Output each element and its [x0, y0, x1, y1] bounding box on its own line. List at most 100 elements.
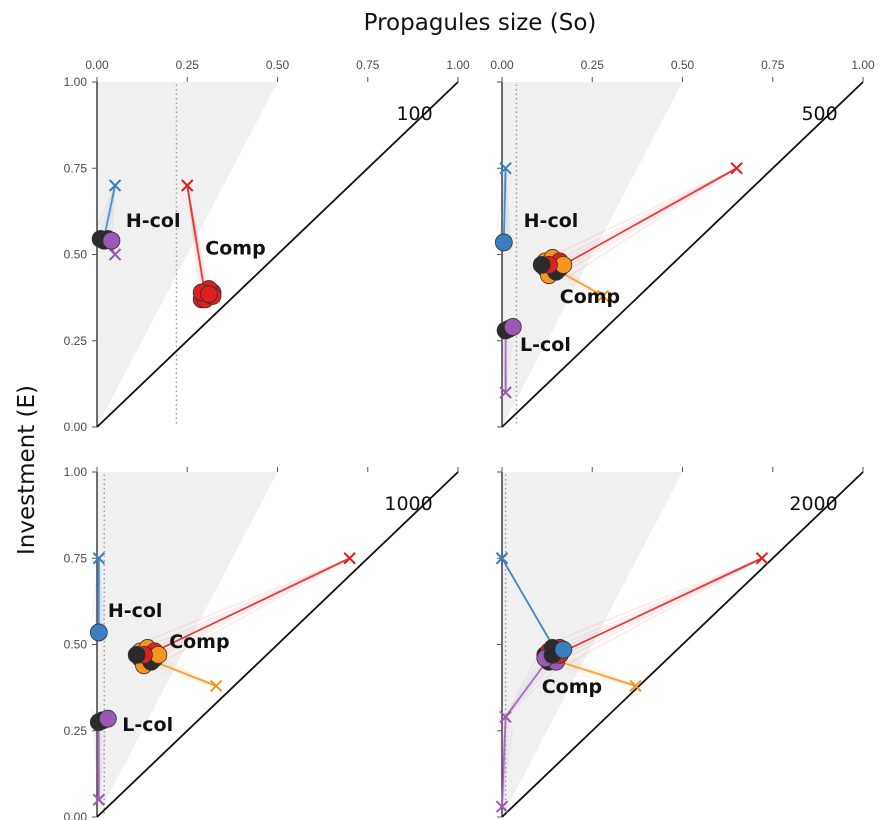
diagonal-boundary-line	[96, 471, 459, 818]
x-tick-label: 0.75	[356, 58, 380, 72]
trajectory-fan-line	[566, 281, 604, 297]
y-axis-title: Investment (E)	[14, 385, 40, 555]
trajectory-fan-line	[569, 167, 738, 277]
start-marker-x	[108, 248, 122, 261]
y-tick-label: 1.00	[64, 75, 88, 89]
trajectory-fan-line	[505, 663, 554, 718]
group-label-h-col: H-col	[108, 600, 163, 622]
group-label-comp: Comp	[205, 238, 265, 260]
y-tick-label: 0.75	[64, 161, 88, 175]
y-tick-label: 0.00	[64, 810, 88, 820]
y-tick-label: 0.25	[64, 724, 88, 738]
start-marker-x	[596, 289, 610, 303]
trajectory-line	[186, 185, 207, 297]
trajectory-fan-line	[569, 557, 763, 664]
trajectory-fan-line	[98, 731, 107, 800]
trajectory-fan-line	[505, 668, 557, 718]
trajectory-fan-line	[501, 727, 514, 807]
start-marker-x	[181, 179, 194, 192]
panel-2000: 2000 Comp	[495, 467, 864, 818]
start-marker-x	[92, 793, 106, 806]
x-tick-label: 1.00	[851, 58, 875, 72]
trajectory-fan-line	[566, 671, 636, 687]
endpoint-dot	[554, 640, 573, 659]
trajectory-line	[502, 168, 507, 241]
x-tick-label: 0.50	[266, 58, 290, 72]
start-marker-x	[629, 679, 642, 693]
endpoint-dot	[102, 231, 121, 250]
trajectory-line	[154, 660, 217, 687]
trajectory-fan-line	[157, 557, 351, 659]
x-tick-label: 0.25	[176, 58, 200, 72]
feasible-region-shade	[502, 82, 683, 427]
trajectory-line	[562, 167, 738, 266]
group-label-l-col: L-col	[520, 334, 571, 356]
group-label-l-col: L-col	[122, 714, 173, 736]
endpoint-dot	[98, 709, 117, 728]
x-tick-label: 0.25	[581, 58, 605, 72]
trajectory-fan-line	[559, 557, 763, 647]
diagonal-boundary-line	[501, 81, 864, 428]
feasible-region-shade	[97, 82, 278, 427]
y-tick-label: 0.75	[64, 551, 88, 565]
start-marker-x	[499, 710, 512, 724]
trajectory-fan-line	[556, 557, 763, 642]
x-axis-title: Propagules size (So)	[364, 10, 597, 36]
start-marker-x	[495, 800, 509, 813]
endpoint-dot	[503, 318, 522, 336]
trajectory-fan-line	[91, 558, 100, 620]
trajectory-fan-line	[556, 167, 737, 255]
trajectory-line	[562, 557, 763, 653]
group-label-h-col: H-col	[126, 210, 181, 232]
diagonal-boundary-line	[96, 81, 459, 428]
trajectory-fan-line	[504, 341, 514, 393]
group-label-h-col: H-col	[524, 210, 579, 232]
group-label-comp: Comp	[560, 286, 620, 308]
trajectory-fan-line	[96, 185, 116, 227]
start-marker-x	[92, 552, 106, 565]
y-tick-label: 0.50	[64, 248, 88, 262]
y-tick-label: 0.50	[64, 638, 88, 652]
panel-label: 500	[801, 103, 837, 125]
trajectory-line	[559, 660, 636, 687]
endpoint-dot	[532, 255, 551, 274]
x-tick-label: 0.50	[671, 58, 695, 72]
panel-100: 0.00 0.25 0.50 0.75 1.00 0.00 0.25 0.50 0.75 1.00…	[64, 58, 470, 434]
group-label-comp: Comp	[169, 631, 229, 653]
trajectory-line	[559, 270, 604, 297]
panel-label: 100	[396, 103, 432, 125]
start-marker-x	[730, 162, 743, 175]
start-marker-x	[495, 552, 509, 565]
feasible-region-shade	[97, 472, 278, 817]
trajectory-fan-line	[566, 557, 763, 659]
trajectory-fan-line	[150, 557, 351, 647]
panel-1000: 0.00 0.25 0.50 0.75 1.00 1000 H-col Comp L-col	[64, 465, 459, 820]
panel-500: 0.00 0.25 0.50 0.75 1.00 500 H-col Comp L-col	[490, 58, 875, 428]
trajectory-fan-line	[147, 557, 351, 642]
x-tick-label: 0.00	[85, 58, 109, 72]
trajectory-line	[501, 557, 557, 652]
y-tick-label: 0.25	[64, 334, 88, 348]
start-marker-x	[755, 552, 769, 565]
trajectory-line	[504, 657, 550, 718]
panels: 0.00 0.25 0.50 0.75 1.00 0.00 0.25 0.50 0.75 1.00…	[64, 58, 875, 820]
diagonal-boundary-line	[501, 471, 864, 818]
group-label-comp: Comp	[542, 676, 602, 698]
trajectory-fan-line	[161, 671, 217, 687]
start-marker-x	[499, 386, 512, 399]
start-marker-x	[499, 162, 512, 175]
x-tick-label: 1.00	[446, 58, 470, 72]
trajectory-fan-line	[496, 168, 507, 230]
x-tick-label: 0.75	[761, 58, 785, 72]
trajectory-fan-line	[498, 705, 503, 807]
y-tick-label: 1.00	[64, 465, 88, 479]
endpoint-dot	[89, 623, 108, 642]
trajectory-fan-line	[504, 646, 544, 718]
start-marker-x	[209, 679, 223, 693]
panel-label: 1000	[384, 493, 432, 515]
trajectory-line	[501, 716, 507, 807]
start-marker-x	[108, 179, 122, 192]
trajectory-line	[154, 557, 351, 653]
endpoint-dot	[494, 233, 513, 252]
